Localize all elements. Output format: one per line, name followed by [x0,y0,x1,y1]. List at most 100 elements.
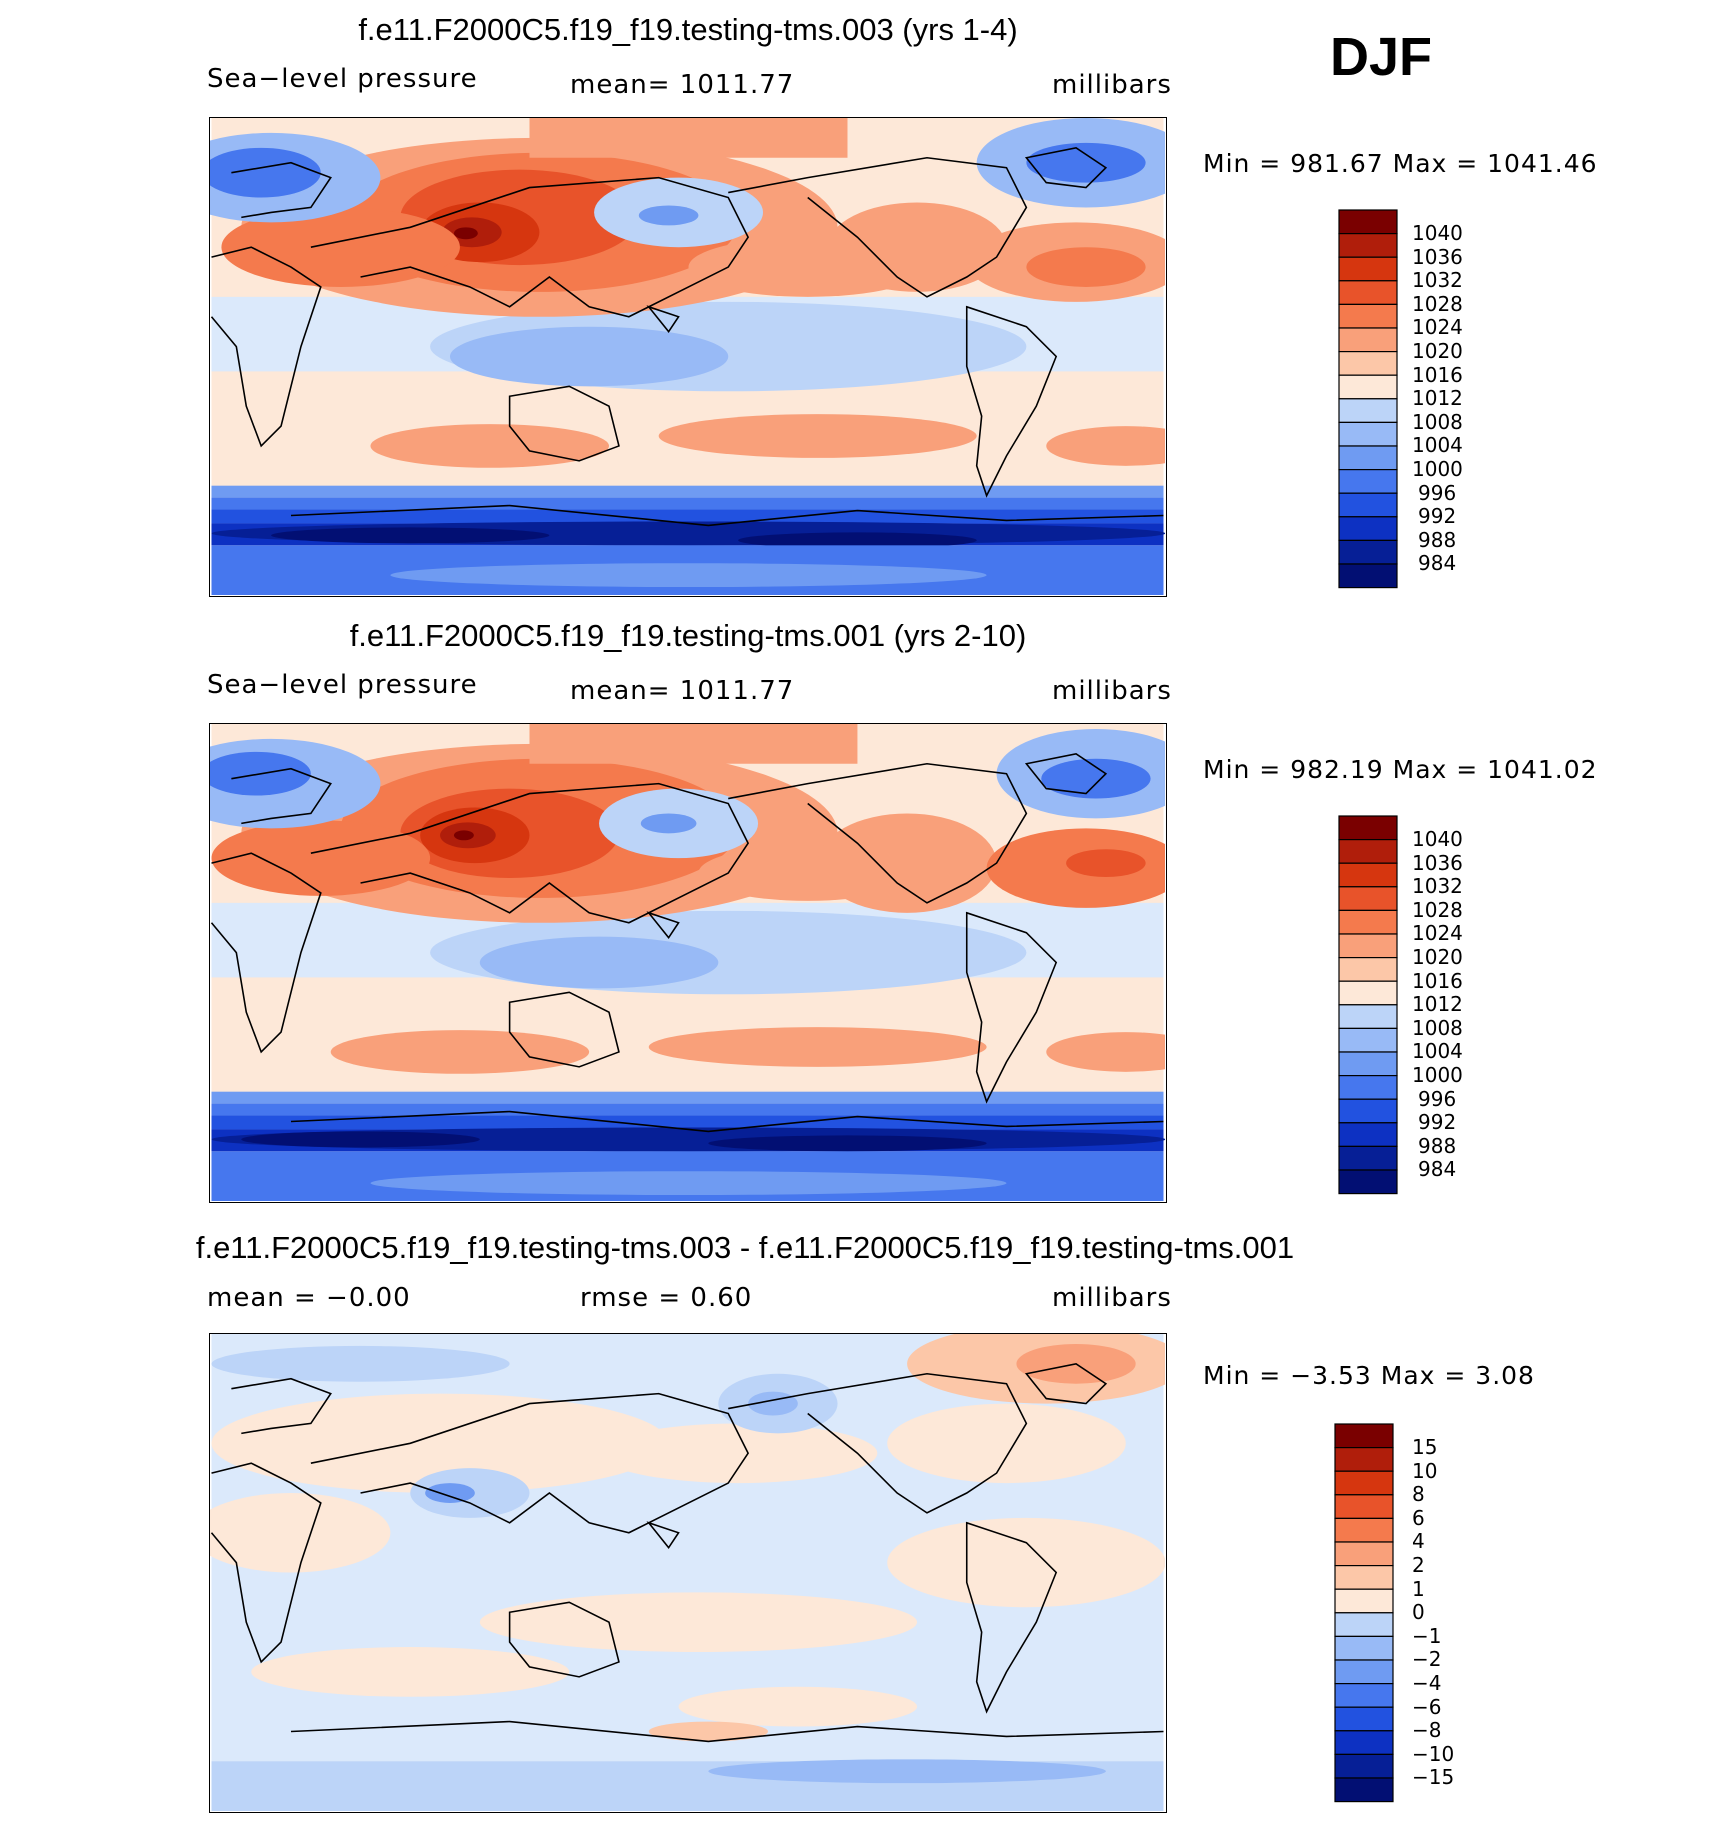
cb3-label: −6 [1412,1694,1442,1719]
colorbar-swatch [1334,1730,1394,1755]
panel-3-colorbar-labels: 15 10 8 6 4 2 1 0 −1 −2 −4 −6 −8 −10 −15 [1412,1435,1455,1790]
colorbar-swatch [1334,1423,1394,1449]
colorbar-swatch [1334,1777,1394,1803]
cb3-label: −4 [1412,1670,1442,1695]
colorbar-swatch [1334,1447,1394,1472]
panel-1-map [209,117,1167,597]
cb3-label: −8 [1412,1718,1442,1743]
colorbar-swatch [1338,1051,1398,1077]
colorbar-swatch [1338,1075,1398,1100]
cb3-label: −1 [1412,1623,1442,1648]
cb3-label: 1 [1412,1576,1425,1601]
colorbar-swatch [1334,1470,1394,1496]
colorbar-swatch [1338,539,1398,565]
cb2-label: 1020 [1412,944,1463,969]
colorbar-swatch [1334,1635,1394,1661]
colorbar-swatch [1338,233,1398,258]
colorbar-swatch [1338,1098,1398,1124]
cb2-label: 1032 [1412,874,1463,899]
cb2-label: 1024 [1412,921,1463,946]
colorbar-swatch [1338,957,1398,982]
panel-2-colorbar [1337,815,1447,1196]
cb3-label: 10 [1412,1458,1438,1483]
panel-3-colorbar-swatches [1334,1423,1394,1803]
cb3-label: 0 [1412,1600,1425,1625]
colorbar-swatch [1338,280,1398,306]
colorbar-swatch [1338,516,1398,541]
cb2-label: 1004 [1412,1039,1463,1064]
panel-2-minmax: Min = 982.19 Max = 1041.02 [1203,755,1598,784]
cb2-label: 1012 [1412,992,1463,1017]
cb1-label: 1028 [1412,291,1463,316]
colorbar-swatch [1334,1753,1394,1779]
colorbar-swatch [1338,1145,1398,1171]
cb2-label: 1036 [1412,850,1463,875]
panel-3-minmax: Min = −3.53 Max = 3.08 [1203,1361,1535,1390]
colorbar-swatch [1334,1683,1394,1708]
panel-2-variable-label: Sea−level pressure [207,670,478,700]
panel-3-map [209,1333,1167,1813]
cb1-label: 1012 [1412,386,1463,411]
cb3-label: −10 [1412,1741,1455,1766]
colorbar-swatch [1338,445,1398,471]
cb3-label: 8 [1412,1482,1425,1507]
panel-3-colorbar [1333,1423,1443,1804]
colorbar-swatch [1338,909,1398,935]
colorbar-swatch [1338,303,1398,329]
cb2-label: 984 [1418,1157,1457,1182]
cb1-label: 996 [1418,480,1457,505]
colorbar-swatch [1338,862,1398,888]
colorbar-swatch [1338,469,1398,494]
cb1-label: 1000 [1412,456,1463,481]
cb1-label: 1020 [1412,338,1463,363]
colorbar-swatch [1334,1517,1394,1543]
cb3-label: 15 [1412,1435,1438,1459]
colorbar-swatch [1334,1612,1394,1638]
cb1-label: 1016 [1412,362,1463,387]
panel-3-units-label: millibars [1052,1283,1172,1313]
colorbar-swatch [1338,398,1398,424]
cb2-label: 996 [1418,1086,1457,1111]
cb2-label: 1028 [1412,897,1463,922]
panel-2-contour-field [210,724,1165,1201]
panel-1-units-label: millibars [1052,70,1172,100]
cb2-label: 1016 [1412,968,1463,993]
colorbar-swatch [1338,563,1398,589]
cb1-label: 1040 [1412,221,1463,245]
cb2-label: 988 [1418,1133,1457,1158]
panel-1-title: f.e11.F2000C5.f19_f19.testing-tms.003 (y… [358,12,1018,47]
panel-3-mean-label: mean = −0.00 [207,1283,411,1313]
panel-2-colorbar-labels: 1040 1036 1032 1028 1024 1020 1016 1012 … [1412,827,1463,1182]
cb3-label: 4 [1412,1529,1425,1554]
colorbar-swatch [1334,1541,1394,1567]
colorbar-swatch [1334,1494,1394,1520]
cb2-label: 1040 [1412,827,1463,851]
cb3-label: 6 [1412,1505,1425,1530]
panel-3-contour-field [210,1334,1165,1811]
cb2-label: 992 [1418,1110,1457,1135]
panel-2-colorbar-swatches [1338,815,1398,1195]
cb2-label: 1000 [1412,1062,1463,1087]
colorbar-swatch [1338,933,1398,959]
panel-1-variable-label: Sea−level pressure [207,64,478,94]
colorbar-swatch [1338,421,1398,447]
cb1-label: 988 [1418,527,1457,552]
colorbar-swatch [1338,351,1398,376]
cb1-label: 1008 [1412,409,1463,434]
panel-3-title: f.e11.F2000C5.f19_f19.testing-tms.003 - … [195,1230,1295,1265]
panel-1-mean-label: mean= 1011.77 [570,70,795,100]
colorbar-swatch [1338,256,1398,282]
cb1-label: 1004 [1412,433,1463,458]
cb1-label: 992 [1418,504,1457,529]
colorbar-swatch [1334,1706,1394,1732]
cb1-label: 1032 [1412,268,1463,293]
panel-2-map [209,723,1167,1203]
panel-1-colorbar-swatches [1338,209,1398,589]
colorbar-swatch [1334,1588,1394,1614]
colorbar-swatch [1338,1027,1398,1053]
colorbar-swatch [1338,1169,1398,1195]
colorbar-swatch [1338,209,1398,235]
cb1-label: 1024 [1412,315,1463,340]
panel-2-title: f.e11.F2000C5.f19_f19.testing-tms.001 (y… [349,618,1027,653]
cb1-label: 984 [1418,551,1457,576]
